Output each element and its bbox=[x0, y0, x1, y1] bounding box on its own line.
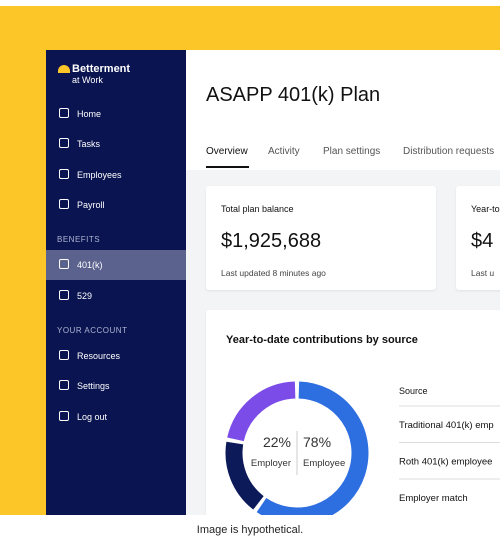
tab[interactable]: Activity bbox=[268, 146, 300, 157]
legend-row: Employer match bbox=[399, 493, 468, 504]
nav-icon bbox=[59, 198, 69, 209]
nav-item[interactable]: Home bbox=[46, 99, 186, 129]
sidebar: Betterment at Work Home Tasks Employees Pay… bbox=[46, 50, 186, 515]
tab[interactable]: Distribution requests bbox=[403, 146, 495, 157]
nav-icon bbox=[59, 350, 69, 360]
nav-icon bbox=[59, 108, 69, 118]
stat-label: Year-to bbox=[471, 204, 500, 214]
nav-item[interactable]: Payroll bbox=[46, 190, 186, 220]
nav-icon bbox=[59, 168, 69, 179]
stat-card: Year-to $4 Last u bbox=[456, 186, 500, 290]
table-header: Source bbox=[399, 386, 428, 396]
tab-underline bbox=[206, 166, 249, 168]
nav-label: 529 bbox=[77, 290, 93, 301]
nav-label: Resources bbox=[77, 351, 121, 361]
stat-note: Last u bbox=[471, 268, 495, 278]
nav-icon bbox=[59, 380, 69, 391]
summary-value: 78% bbox=[303, 434, 331, 450]
nav-label: Employees bbox=[77, 169, 122, 180]
nav-label: Tasks bbox=[77, 139, 101, 150]
card-title: Year-to-date contributions by source bbox=[226, 334, 418, 346]
logo-icon bbox=[58, 65, 70, 73]
legend-row: Roth 401(k) employee bbox=[399, 457, 492, 468]
nav-item[interactable]: Tasks bbox=[46, 129, 186, 159]
nav-item[interactable]: Settings bbox=[46, 371, 186, 401]
summary-value: 22% bbox=[263, 434, 291, 450]
stat-value: $4 bbox=[471, 230, 494, 252]
donut-chart: Traditional 401(k) emp Roth 401(k) employ… bbox=[225, 381, 500, 515]
section-heading: BENEFITS bbox=[57, 235, 101, 244]
donut-segment bbox=[227, 381, 296, 442]
summary-label: Employee bbox=[303, 458, 345, 469]
nav-label: Payroll bbox=[77, 199, 105, 210]
tab[interactable]: Plan settings bbox=[323, 146, 381, 157]
nav-label: Settings bbox=[77, 381, 110, 392]
donut-segment bbox=[256, 381, 369, 515]
nav-item[interactable]: Resources bbox=[46, 341, 186, 371]
stat-value: $1,925,688 bbox=[221, 230, 322, 252]
section-heading: YOUR ACCOUNT bbox=[57, 326, 128, 335]
nav-icon bbox=[59, 138, 69, 149]
nav-item[interactable]: 529 bbox=[46, 281, 186, 311]
nav-label: Log out bbox=[77, 411, 108, 422]
donut-segment bbox=[225, 441, 264, 510]
stat-note: Last updated 8 minutes ago bbox=[221, 268, 326, 278]
nav-label: Home bbox=[77, 109, 102, 119]
nav-icon bbox=[59, 289, 69, 300]
summary-label: Employer bbox=[251, 458, 291, 469]
tab[interactable]: Overview bbox=[206, 146, 248, 157]
contributions-card: Year-to-date contributions by source Sou… bbox=[206, 310, 500, 515]
caption: Image is hypothetical. bbox=[196, 524, 304, 536]
nav-icon bbox=[59, 410, 69, 421]
nav-label: 401(k) bbox=[77, 260, 103, 270]
nav-icon bbox=[59, 259, 69, 269]
brand-sub: at Work bbox=[72, 75, 103, 85]
main: ASAPP 401(k) Plan Overview Activity Plan s… bbox=[186, 50, 500, 515]
brand: Betterment bbox=[72, 63, 131, 75]
nav-item[interactable]: Employees bbox=[46, 160, 186, 190]
stat-card: Total plan balance $1,925,688 Last updated… bbox=[206, 186, 436, 290]
legend-row: Traditional 401(k) emp bbox=[399, 420, 494, 431]
nav-item[interactable]: 401(k) bbox=[46, 250, 186, 280]
nav-item[interactable]: Log out bbox=[46, 402, 186, 432]
stat-label: Total plan balance bbox=[221, 204, 294, 214]
page-title: ASAPP 401(k) Plan bbox=[206, 84, 381, 106]
